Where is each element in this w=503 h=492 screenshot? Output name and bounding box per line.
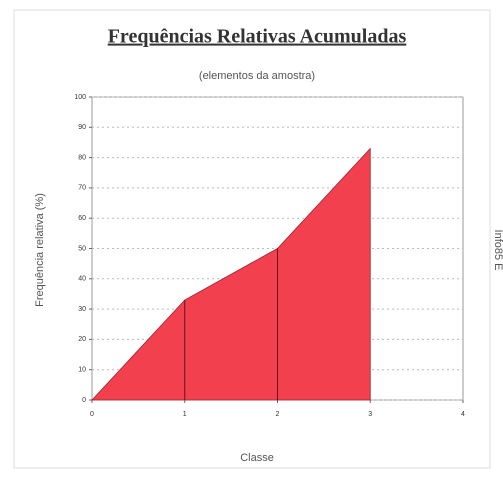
x-tick-label: 2 [276,411,280,418]
y-tick-label: 40 [78,276,86,283]
x-tick-label: 3 [368,411,372,418]
y-tick-label: 100 [74,94,86,101]
x-tick-label: 4 [461,411,465,418]
annotation: Info85 E [492,230,503,271]
chart-frame [13,9,491,469]
x-axis-label: Classe [240,452,274,464]
y-tick-label: 60 [78,215,86,222]
y-tick-label: 0 [82,397,86,404]
chart-subtitle: (elementos da amostra) [199,70,315,82]
y-tick-label: 50 [78,245,86,252]
x-tick-label: 0 [90,411,94,418]
y-tick-label: 10 [78,367,86,374]
y-tick-label: 90 [78,124,86,131]
y-axis-label: Frequência relativa (%) [34,193,46,307]
y-tick-label: 70 [78,185,86,192]
y-tick-label: 80 [78,154,86,161]
chart-title: Frequências Relativas Acumuladas [108,26,407,48]
area [91,147,371,401]
x-tick-label: 1 [183,411,187,418]
y-tick-label: 30 [78,306,86,313]
y-tick-label: 20 [78,336,86,343]
